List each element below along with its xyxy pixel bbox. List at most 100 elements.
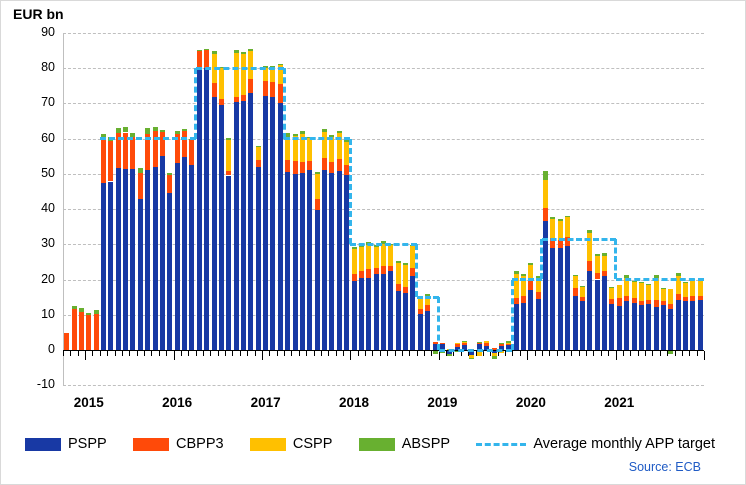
bar-segment-cspp	[469, 354, 475, 358]
target-line-segment	[541, 237, 616, 241]
bar-segment-pspp	[579, 301, 585, 350]
x-axis-month-tick	[549, 351, 551, 356]
bar-segment-cbpp3	[189, 140, 195, 165]
bar-segment-cspp	[270, 67, 276, 83]
x-axis-month-tick	[70, 351, 72, 356]
bar-segment-cspp	[292, 135, 298, 162]
gridline-80	[63, 68, 704, 69]
bar-segment-pspp	[484, 346, 490, 350]
bar-segment-cbpp3	[322, 157, 328, 170]
bar-segment-cbpp3	[668, 304, 674, 310]
bar-segment-cspp	[263, 68, 269, 81]
bar-segment-pspp	[624, 301, 630, 350]
x-axis-month-tick	[460, 351, 462, 356]
bar-segment-pspp	[403, 292, 409, 350]
bar-segment-cbpp3	[270, 82, 276, 98]
bar-segment-pspp	[292, 173, 298, 350]
bar-segment-abspp	[123, 126, 129, 133]
x-axis-year-label: 2017	[250, 395, 281, 411]
bar-segment-abspp	[535, 275, 541, 278]
bar-segment-cbpp3	[255, 160, 261, 167]
bar-segment-cbpp3	[86, 314, 92, 350]
bar-segment-cspp	[638, 283, 644, 301]
bar-segment-cbpp3	[557, 240, 563, 249]
x-axis-month-tick	[232, 351, 234, 356]
bar-segment-pspp	[108, 181, 114, 350]
bar-segment-cspp	[454, 342, 460, 345]
bar-segment-cbpp3	[137, 172, 143, 200]
bar-segment-cbpp3	[594, 272, 600, 280]
bar-segment-pspp	[137, 199, 143, 350]
x-axis-month-tick	[379, 351, 381, 356]
bar-segment-pspp	[697, 300, 703, 350]
bar-segment-cbpp3	[506, 343, 512, 346]
bar-segment-cbpp3	[439, 342, 445, 345]
x-axis-line	[63, 349, 704, 351]
bar-segment-cbpp3	[587, 261, 593, 272]
bar-segment-abspp	[167, 172, 173, 175]
abspp-swatch-icon	[358, 437, 395, 451]
target-line-segment	[350, 242, 417, 246]
bar-segment-cbpp3	[263, 80, 269, 96]
bar-segment-cspp	[366, 244, 372, 270]
x-axis-month-tick	[365, 351, 367, 356]
bar-segment-pspp	[381, 273, 386, 350]
bar-segment-abspp	[174, 130, 180, 135]
gridline-60	[63, 138, 704, 140]
bar-segment-pspp	[314, 209, 320, 350]
bar-segment-cbpp3	[535, 291, 541, 299]
bar-segment-cspp	[476, 350, 482, 357]
bar-segment-abspp	[299, 130, 305, 134]
bar-segment-pspp	[557, 248, 563, 350]
bar-segment-cbpp3	[233, 97, 239, 103]
legend-label-cspp: CSPP	[292, 436, 333, 452]
y-axis-tick-label: 50	[41, 165, 55, 180]
bar-segment-cspp	[602, 255, 608, 271]
x-axis-month-tick	[320, 351, 322, 356]
bar-segment-pspp	[226, 175, 232, 350]
x-axis-month-tick	[63, 351, 64, 356]
bar-segment-cspp	[594, 256, 600, 273]
bar-segment-pspp	[609, 304, 615, 350]
bar-segment-abspp	[425, 293, 431, 297]
bar-segment-abspp	[520, 273, 526, 276]
bar-segment-cbpp3	[123, 132, 129, 169]
bar-segment-cbpp3	[653, 300, 659, 307]
bar-segment-cbpp3	[675, 294, 681, 301]
bar-segment-abspp	[631, 281, 637, 283]
x-axis-month-tick	[225, 351, 227, 356]
bar-segment-pspp	[196, 70, 202, 350]
bar-segment-cbpp3	[71, 309, 77, 350]
bar-segment-cbpp3	[241, 95, 246, 102]
bar-segment-abspp	[101, 134, 107, 139]
bar-segment-abspp	[550, 216, 556, 219]
bar-segment-pspp	[307, 170, 313, 350]
bar-segment-pspp	[248, 92, 254, 350]
bar-segment-abspp	[513, 271, 519, 275]
bar-segment-cspp	[668, 289, 674, 305]
x-axis-month-tick	[681, 351, 683, 356]
x-axis-year-label: 2016	[162, 395, 193, 411]
bar-segment-cspp	[395, 262, 401, 284]
bar-segment-cbpp3	[292, 161, 298, 174]
target-line-connector	[348, 138, 352, 245]
bar-segment-cspp	[528, 264, 534, 281]
bar-segment-cbpp3	[204, 50, 210, 68]
dashed-line-icon	[476, 442, 527, 446]
bar-segment-cbpp3	[182, 131, 188, 157]
x-axis-year-label: 2021	[604, 395, 635, 411]
bar-segment-cspp	[299, 133, 305, 163]
bar-segment-cbpp3	[697, 296, 703, 301]
bar-segment-abspp	[646, 283, 652, 285]
bar-segment-cspp	[624, 277, 630, 297]
x-axis-month-tick	[645, 351, 647, 356]
bar-segment-cbpp3	[462, 343, 468, 346]
bar-segment-cbpp3	[425, 305, 431, 312]
bar-segment-abspp	[241, 52, 246, 54]
bar-segment-cbpp3	[572, 288, 578, 297]
bar-segment-cspp	[543, 180, 549, 209]
x-axis-month-tick	[195, 351, 197, 356]
x-axis-month-tick	[328, 351, 330, 356]
bar-segment-abspp	[277, 63, 283, 66]
bar-segment-pspp	[174, 163, 180, 350]
